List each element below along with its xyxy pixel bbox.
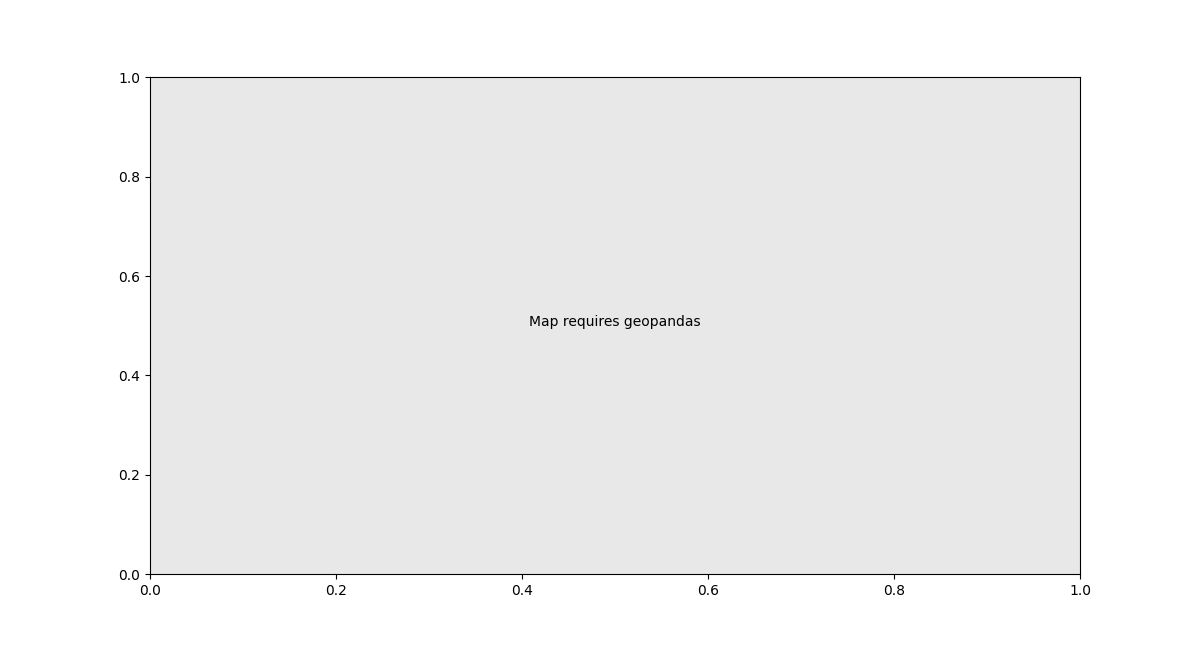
Text: Map requires geopandas: Map requires geopandas — [529, 315, 701, 329]
